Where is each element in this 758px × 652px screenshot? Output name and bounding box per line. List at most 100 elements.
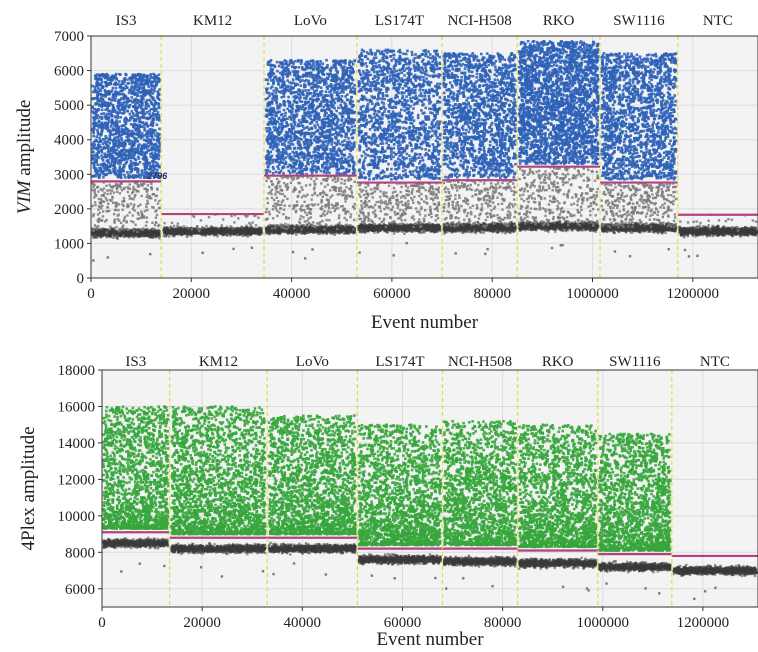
positive-droplet <box>107 74 110 77</box>
positive-droplet <box>112 87 115 90</box>
intermediate-droplet <box>106 189 108 191</box>
positive-droplet <box>108 138 111 141</box>
positive-droplet <box>134 174 137 177</box>
intermediate-droplet <box>155 222 157 224</box>
intermediate-droplet <box>115 226 117 228</box>
positive-droplet <box>144 82 147 85</box>
negative-droplet <box>147 229 149 231</box>
positive-droplet <box>138 100 141 103</box>
positive-droplet <box>136 175 139 178</box>
positive-droplet <box>91 85 94 88</box>
positive-droplet <box>122 102 125 105</box>
positive-droplet <box>123 97 126 100</box>
negative-droplet <box>158 234 160 236</box>
outlier-droplet <box>201 252 203 254</box>
positive-droplet <box>102 103 105 106</box>
intermediate-droplet <box>233 221 235 223</box>
positive-droplet <box>145 105 148 108</box>
positive-droplet <box>92 132 95 135</box>
positive-droplet <box>158 98 161 101</box>
positive-droplet <box>113 125 116 128</box>
positive-droplet <box>120 137 123 140</box>
positive-droplet <box>117 146 120 149</box>
positive-droplet <box>131 132 134 135</box>
intermediate-droplet <box>100 201 102 203</box>
positive-droplet <box>116 114 119 117</box>
positive-droplet <box>92 135 95 138</box>
positive-droplet <box>123 112 126 115</box>
positive-droplet <box>122 128 125 131</box>
positive-droplet <box>97 98 100 101</box>
intermediate-droplet <box>155 217 157 219</box>
positive-droplet <box>134 127 137 130</box>
positive-droplet <box>136 124 139 127</box>
intermediate-droplet <box>140 183 142 185</box>
intermediate-droplet <box>113 213 115 215</box>
intermediate-droplet <box>171 222 173 224</box>
negative-droplet <box>201 231 203 233</box>
positive-droplet <box>152 92 155 95</box>
positive-droplet <box>119 111 122 114</box>
intermediate-droplet <box>139 228 141 230</box>
positive-droplet <box>91 143 94 146</box>
intermediate-droplet <box>132 221 134 223</box>
intermediate-droplet <box>108 184 110 186</box>
positive-droplet <box>145 139 148 142</box>
positive-droplet <box>94 97 97 100</box>
positive-droplet <box>138 143 141 146</box>
positive-droplet <box>97 91 100 94</box>
positive-droplet <box>105 155 108 158</box>
intermediate-droplet <box>146 200 148 202</box>
positive-droplet <box>137 85 140 88</box>
intermediate-droplet <box>123 200 125 202</box>
positive-droplet <box>96 84 99 87</box>
positive-droplet <box>141 104 144 107</box>
positive-droplet <box>103 167 106 170</box>
positive-droplet <box>95 172 98 175</box>
intermediate-droplet <box>92 183 94 185</box>
positive-droplet <box>102 176 105 179</box>
positive-droplet <box>113 165 116 168</box>
intermediate-droplet <box>152 206 154 208</box>
intermediate-droplet <box>93 229 95 231</box>
intermediate-droplet <box>237 217 239 219</box>
positive-droplet <box>95 135 98 138</box>
positive-droplet <box>157 102 160 105</box>
positive-droplet <box>115 93 118 96</box>
positive-droplet <box>156 123 159 126</box>
positive-droplet <box>110 83 113 86</box>
positive-droplet <box>123 174 126 177</box>
positive-droplet <box>128 92 131 95</box>
intermediate-droplet <box>139 217 141 219</box>
positive-droplet <box>140 148 143 151</box>
positive-droplet <box>145 151 148 154</box>
negative-droplet <box>100 230 102 232</box>
intermediate-droplet <box>97 190 99 192</box>
negative-droplet <box>140 235 142 237</box>
positive-droplet <box>113 94 116 97</box>
positive-droplet <box>119 116 122 119</box>
positive-droplet <box>95 113 98 116</box>
negative-droplet <box>254 231 256 233</box>
positive-droplet <box>94 75 97 78</box>
positive-droplet <box>91 158 94 161</box>
intermediate-droplet <box>95 194 97 196</box>
positive-droplet <box>108 120 111 123</box>
positive-droplet <box>103 162 106 165</box>
positive-droplet <box>118 73 121 76</box>
intermediate-droplet <box>132 206 134 208</box>
intermediate-droplet <box>145 206 147 208</box>
positive-droplet <box>131 140 134 143</box>
positive-droplet <box>129 113 132 116</box>
intermediate-droplet <box>91 205 93 207</box>
intermediate-droplet <box>115 205 117 207</box>
positive-droplet <box>156 138 159 141</box>
outlier-droplet <box>232 248 234 250</box>
positive-droplet <box>108 142 111 145</box>
positive-droplet <box>107 146 110 149</box>
intermediate-droplet <box>130 203 132 205</box>
positive-droplet <box>152 166 155 169</box>
intermediate-droplet <box>113 191 115 193</box>
positive-droplet <box>154 157 157 160</box>
positive-droplet <box>103 152 106 155</box>
